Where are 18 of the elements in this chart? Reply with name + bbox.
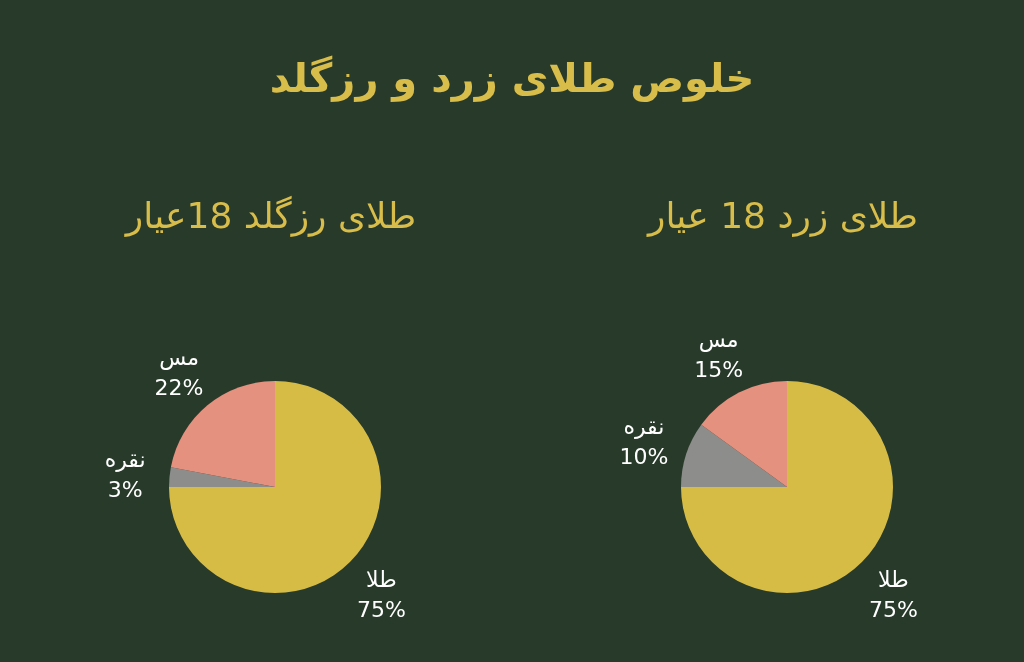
slice-label: مس (159, 345, 199, 372)
pie-slice (681, 424, 787, 487)
data-label: 22% (154, 375, 204, 401)
data-label: 75% (356, 597, 406, 623)
slice-label: نقره (104, 446, 146, 472)
slice-label: نقره (623, 414, 665, 440)
slice-label: طلا (366, 567, 397, 593)
pie-slice (169, 467, 275, 487)
data-label: 3% (107, 476, 143, 502)
chart-title: طلای زرد 18 عیار (646, 195, 918, 237)
slice-label: طلا (878, 567, 909, 593)
data-label: 15% (694, 356, 744, 382)
pie-slice (701, 381, 787, 487)
data-label: 75% (868, 597, 918, 623)
slice-label: مس (698, 326, 739, 353)
data-label: 10% (619, 444, 669, 470)
chart-title: طلای رزگلد 18عیار (123, 195, 417, 237)
text: خلوص طلای زرد و رزگلد (269, 55, 755, 102)
